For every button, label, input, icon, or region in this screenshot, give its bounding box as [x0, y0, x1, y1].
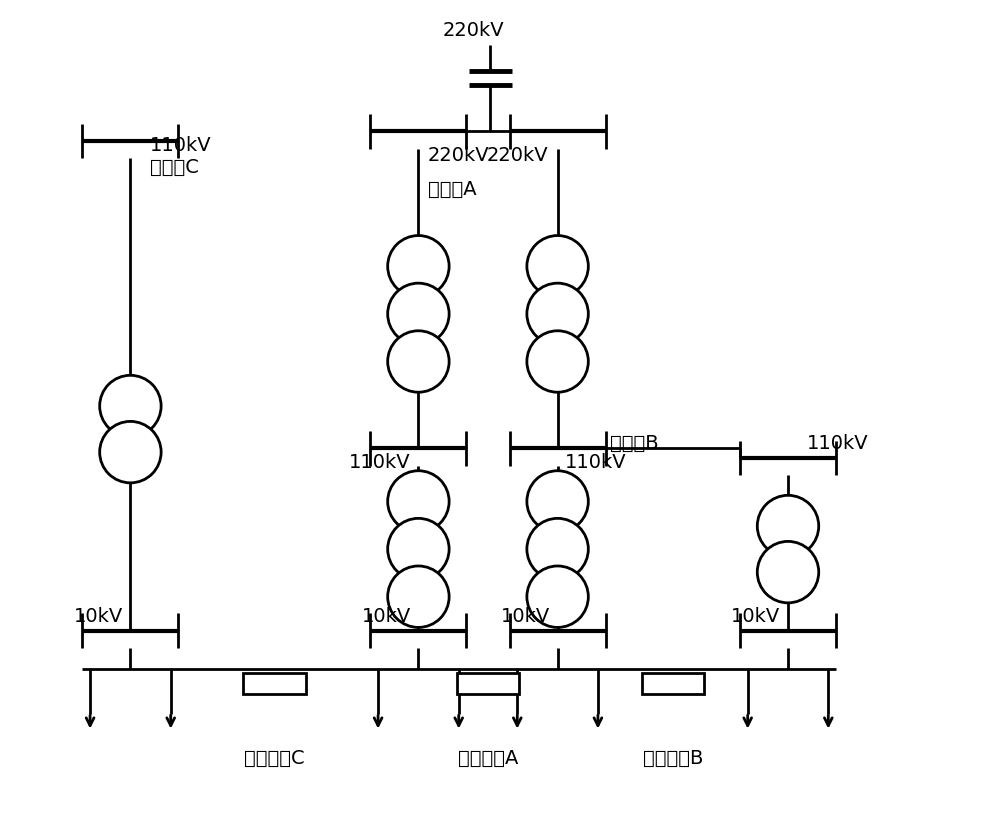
Text: 110kV: 110kV — [565, 453, 627, 472]
Circle shape — [757, 496, 819, 557]
Circle shape — [527, 519, 588, 580]
Text: 220kV: 220kV — [486, 146, 548, 165]
Circle shape — [527, 566, 588, 628]
Text: 合环装置C: 合环装置C — [244, 749, 305, 768]
Text: 10kV: 10kV — [361, 607, 411, 626]
Bar — [457, 673, 519, 694]
Circle shape — [388, 330, 449, 392]
Circle shape — [527, 330, 588, 392]
Text: 110kV
变电站C: 110kV 变电站C — [150, 136, 211, 177]
Circle shape — [527, 235, 588, 297]
Circle shape — [388, 470, 449, 532]
Text: 合环装置B: 合环装置B — [643, 749, 703, 768]
Circle shape — [757, 541, 819, 603]
Circle shape — [388, 566, 449, 628]
Circle shape — [527, 470, 588, 532]
Bar — [642, 673, 704, 694]
Circle shape — [527, 283, 588, 344]
Circle shape — [100, 375, 161, 437]
Text: 变电站A: 变电站A — [428, 179, 477, 199]
Text: 合环装置A: 合环装置A — [458, 749, 518, 768]
Circle shape — [388, 235, 449, 297]
Text: 变电站B: 变电站B — [610, 434, 659, 453]
Text: 10kV: 10kV — [73, 607, 123, 626]
Text: 10kV: 10kV — [501, 607, 550, 626]
Text: 110kV: 110kV — [349, 453, 411, 472]
Circle shape — [388, 283, 449, 344]
Text: 220kV: 220kV — [428, 146, 490, 165]
Bar — [243, 673, 306, 694]
Circle shape — [100, 422, 161, 483]
Text: 110kV: 110kV — [807, 434, 869, 453]
Text: 10kV: 10kV — [731, 607, 780, 626]
Text: 220kV: 220kV — [442, 21, 504, 40]
Circle shape — [388, 519, 449, 580]
